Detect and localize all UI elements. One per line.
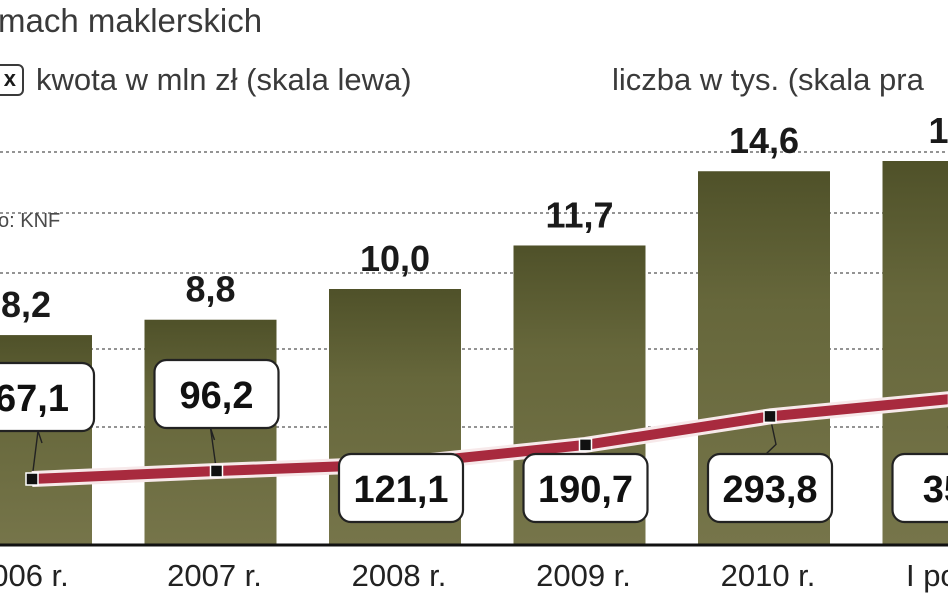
amount-line-path [31,394,948,484]
amount-marker-4 [763,409,777,424]
legend-swatch: x [0,64,24,96]
amount-marker-0 [25,472,39,486]
amount-box-3 [522,452,649,524]
amount-box-label-4: 293,8 [722,469,817,511]
bar-value-labels: 8,2 8,8 10,0 11,7 14,6 15 [1,110,948,325]
bar-value-label-3: 11,7 [545,194,613,235]
amount-box-label-5: 358 [923,469,948,511]
amount-box-2 [337,452,465,524]
amount-box-0 [0,361,96,433]
x-tick-label-0: 006 r. [0,558,69,593]
amount-box-label-0: 67,1 [0,378,69,420]
bar-value-label-2: 10,0 [360,238,430,279]
x-tick-label-1: 2007 r. [167,558,262,593]
bar-value-label-0: 8,2 [1,284,51,325]
connector-4 [765,416,777,455]
source-note: o: KNF [0,210,61,232]
amount-box-label-2: 121,1 [353,469,448,511]
legend-count-label: liczba w tys. (skala pra [612,62,924,97]
amount-line [31,391,948,487]
amount-box-5 [891,452,948,524]
x-tick-label-3: 2009 r. [536,558,631,593]
x-tick-labels: 006 r. 2007 r. 2008 r. 2009 r. 2010 r. I poł.… [0,558,948,593]
amount-marker-1 [209,464,224,478]
bar-value-label-4: 14,6 [729,120,799,161]
amount-box-1 [153,358,280,430]
x-tick-label-4: 2010 r. [721,558,816,593]
amount-box-label-1: 96,2 [180,375,254,417]
amount-box-label-3: 190,7 [538,469,633,511]
amount-box-4 [706,452,834,524]
bar-value-label-1: 8,8 [185,269,235,310]
x-tick-label-5: I poł. 2 [906,558,948,593]
bar-value-label-5: 15 [928,110,948,151]
chart-subtitle: mach maklerskich [0,2,263,39]
amount-value-boxes: 67,1 96,2 121,1 190,7 293,8 358 [0,358,948,524]
legend-amount-label: kwota w mln zł (skala lewa) [36,62,412,97]
x-tick-label-2: 2008 r. [352,558,447,593]
amount-marker-3 [578,438,593,452]
